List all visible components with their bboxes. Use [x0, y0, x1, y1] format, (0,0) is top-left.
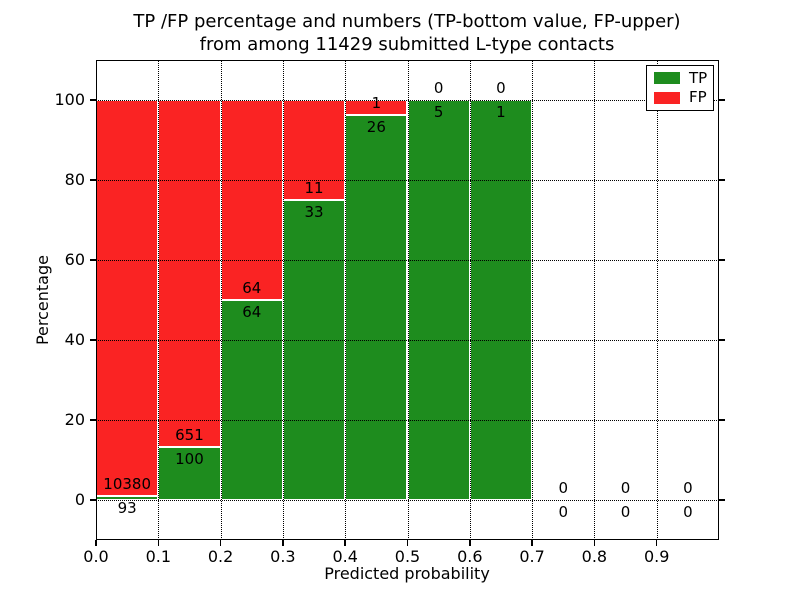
bar-count-label-tp: 93	[117, 499, 137, 518]
bar-segment-fp	[158, 100, 221, 447]
x-tick-mark	[282, 540, 284, 546]
bar-count-label-tp: 0	[620, 503, 631, 521]
y-tick-label: 20	[64, 410, 85, 429]
bar-count-label-fp: 0	[683, 479, 693, 497]
bar-segment-tp	[407, 100, 470, 500]
bar-segment-tp	[220, 300, 283, 500]
x-tick-mark	[157, 540, 160, 546]
fp-color-swatch	[654, 91, 680, 104]
chart-title-line2: from among 11429 submitted L-type contac…	[199, 34, 615, 55]
bar-count-label-tp: 33	[304, 203, 324, 221]
gridline-horizontal	[96, 500, 719, 501]
bar-count-label-fp: 11	[304, 179, 324, 197]
y-tick-mark-right	[719, 419, 725, 421]
gridline-vertical	[594, 60, 596, 540]
bar-count-label-fp: 1	[371, 93, 382, 112]
legend-row-tp: TP	[654, 68, 713, 87]
x-tick-label: 0.0	[83, 547, 109, 566]
y-tick-mark-right	[719, 499, 725, 501]
bar-count-label-fp: 0	[558, 479, 569, 497]
y-tick-label: 80	[64, 170, 85, 189]
bar-segment-tp	[469, 100, 533, 500]
chart-title: TP /FP percentage and numbers (TP-bottom…	[47, 10, 767, 56]
x-axis-label: Predicted probability	[324, 564, 490, 583]
x-tick-mark	[593, 540, 596, 546]
x-tick-label: 0.8	[581, 547, 608, 566]
x-tick-label: 0.2	[207, 547, 234, 566]
x-tick-label: 0.3	[270, 547, 296, 566]
x-tick-label: 0.1	[145, 547, 172, 566]
x-tick-mark	[469, 540, 471, 546]
bar-count-label-fp: 0	[620, 479, 631, 497]
bar-count-label-tp: 5	[433, 103, 444, 121]
x-tick-label: 0.5	[394, 547, 421, 566]
bar-segment-tp	[282, 200, 346, 500]
chart-title-line1: TP /FP percentage and numbers (TP-bottom…	[133, 11, 681, 32]
bar-count-label-tp: 0	[558, 503, 569, 521]
x-tick-mark	[344, 540, 346, 546]
y-tick-label: 0	[74, 490, 85, 509]
y-tick-mark-left	[90, 179, 96, 181]
y-tick-mark-right	[719, 179, 725, 181]
bar-count-label-fp: 10380	[103, 475, 151, 494]
y-tick-mark-right	[719, 259, 725, 261]
legend: TP FP	[646, 65, 714, 111]
x-tick-mark	[95, 540, 97, 546]
x-tick-label: 0.7	[519, 547, 545, 566]
bar-count-label-tp: 1	[496, 103, 506, 121]
bar-segment-fp	[282, 100, 346, 200]
y-tick-mark-left	[90, 339, 96, 341]
bar-segment-tp	[345, 114, 408, 500]
bar-count-label-fp: 64	[242, 279, 262, 297]
bar-segment-fp	[220, 100, 283, 300]
x-tick-mark	[655, 540, 658, 546]
bar-count-label-fp: 651	[175, 425, 204, 444]
bar-segment-fp	[96, 100, 159, 497]
y-axis-label: Percentage	[33, 255, 52, 346]
y-tick-label: 60	[64, 250, 85, 269]
gridline-vertical	[656, 60, 658, 540]
legend-label-fp: FP	[689, 88, 707, 107]
x-tick-label: 0.4	[332, 547, 358, 566]
gridline-vertical	[532, 60, 534, 540]
x-tick-mark	[406, 540, 409, 546]
x-tick-mark	[219, 540, 222, 546]
bar-segment-tp	[158, 446, 221, 500]
y-tick-label: 100	[54, 90, 85, 109]
x-tick-label: 0.9	[643, 547, 670, 566]
x-tick-label: 0.6	[457, 547, 483, 566]
bar-count-label-fp: 0	[433, 79, 444, 97]
y-tick-mark-left	[90, 259, 96, 261]
y-tick-mark-left	[90, 499, 96, 501]
bar-count-label-tp: 26	[366, 117, 386, 136]
bar-count-label-tp: 100	[175, 449, 204, 468]
y-tick-mark-right	[719, 99, 725, 101]
y-tick-mark-right	[719, 339, 725, 341]
bar-count-label-tp: 0	[683, 503, 693, 521]
legend-row-fp: FP	[654, 90, 713, 105]
bar-count-label-tp: 64	[242, 303, 262, 321]
x-tick-mark	[531, 540, 533, 546]
legend-label-tp: TP	[689, 68, 708, 87]
y-tick-mark-left	[90, 419, 96, 421]
bar-count-label-fp: 0	[496, 79, 506, 97]
y-tick-mark-left	[90, 99, 96, 101]
y-tick-label: 40	[64, 330, 85, 349]
tp-color-swatch	[654, 72, 680, 85]
